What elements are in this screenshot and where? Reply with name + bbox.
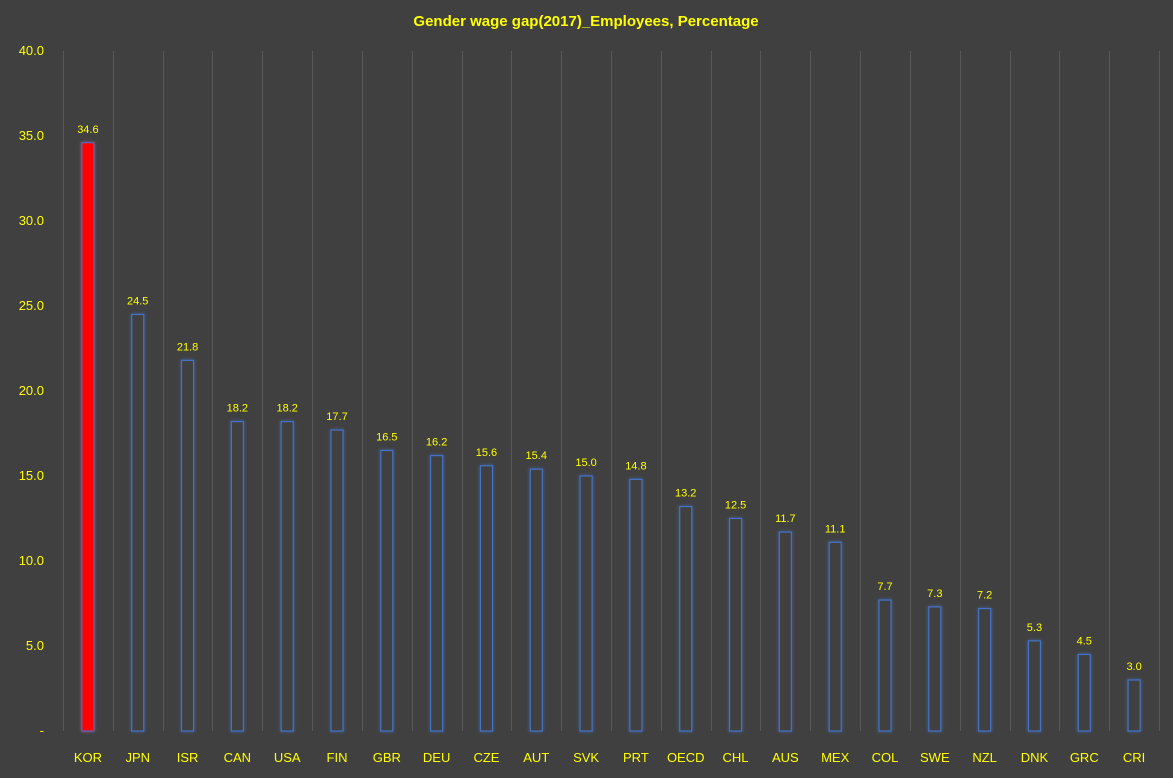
data-label: 11.1 — [825, 523, 846, 535]
bar-cze — [479, 465, 494, 732]
x-tick-label: MEX — [821, 750, 850, 765]
bar-kor — [81, 142, 95, 732]
bars — [81, 142, 1141, 732]
bar-nzl — [978, 607, 992, 732]
data-label: 14.8 — [625, 460, 646, 472]
x-tick-label: AUS — [772, 750, 799, 765]
bar-dnk — [1027, 640, 1042, 732]
x-tick-label: AUT — [523, 750, 549, 765]
data-label: 16.2 — [426, 437, 447, 449]
y-axis-tick-labels: - 5.0 10.0 15.0 20.0 25.0 30.0 35.0 40.0 — [19, 43, 44, 738]
data-label: 15.6 — [476, 447, 497, 459]
x-tick-label: ISR — [177, 750, 199, 765]
y-tick-label: 15.0 — [19, 468, 44, 483]
data-label: 16.5 — [376, 432, 397, 444]
bar-jpn — [131, 313, 145, 732]
bar-svk — [579, 475, 593, 732]
data-label: 11.7 — [775, 513, 796, 525]
data-label: 4.5 — [1077, 636, 1092, 648]
bar-col — [878, 599, 892, 732]
y-tick-label: 35.0 — [19, 128, 44, 143]
x-tick-label: CHL — [723, 750, 749, 765]
y-tick-label: 10.0 — [19, 553, 44, 568]
bar-prt — [629, 478, 643, 732]
bar-fin — [330, 429, 344, 732]
bar-oecd — [679, 506, 693, 732]
y-tick-label: 30.0 — [19, 213, 44, 228]
bar-aus — [778, 531, 792, 732]
x-tick-label: OECD — [667, 750, 705, 765]
x-tick-label: COL — [872, 750, 899, 765]
x-tick-label: SVK — [573, 750, 599, 765]
x-tick-label: PRT — [623, 750, 649, 765]
bar-grc — [1077, 653, 1091, 732]
data-label: 7.2 — [977, 590, 992, 602]
data-label: 7.7 — [877, 581, 892, 593]
data-label: 21.8 — [177, 341, 198, 353]
x-tick-label: GRC — [1070, 750, 1099, 765]
data-label: 3.0 — [1126, 661, 1141, 673]
bar-chl — [728, 517, 743, 732]
y-tick-label: 40.0 — [19, 43, 44, 58]
bar-cri — [1127, 679, 1141, 732]
bar-swe — [928, 606, 942, 732]
data-label: 13.2 — [675, 488, 696, 500]
data-label: 34.6 — [77, 124, 98, 136]
x-tick-label: NZL — [972, 750, 997, 765]
y-tick-label: - — [40, 723, 44, 738]
x-tick-label: USA — [274, 750, 301, 765]
bar-deu — [430, 455, 444, 732]
x-tick-label: DEU — [423, 750, 450, 765]
y-tick-label: 5.0 — [26, 638, 44, 653]
x-tick-label: CZE — [473, 750, 499, 765]
data-label: 15.4 — [526, 450, 547, 462]
x-tick-label: FIN — [327, 750, 348, 765]
data-label: 12.5 — [725, 500, 746, 512]
data-label: 17.7 — [326, 411, 347, 423]
bar-mex — [828, 541, 842, 732]
x-tick-label: KOR — [74, 750, 102, 765]
data-label: 15.0 — [575, 457, 596, 469]
data-label: 24.5 — [127, 296, 148, 308]
data-label: 18.2 — [276, 403, 297, 415]
x-tick-label: CRI — [1123, 750, 1145, 765]
x-tick-label: DNK — [1021, 750, 1049, 765]
data-label: 18.2 — [227, 403, 248, 415]
bar-gbr — [380, 449, 394, 732]
x-tick-label: CAN — [224, 750, 251, 765]
bar-aut — [529, 468, 543, 732]
bar-can — [230, 421, 244, 732]
x-axis-category-labels: KOR JPN ISR CAN USA FIN GBR DEU CZE AUT SVK PRT OECD… — [74, 750, 1145, 765]
data-label: 7.3 — [927, 588, 942, 600]
y-tick-label: 25.0 — [19, 298, 44, 313]
grid-lines — [63, 51, 1160, 731]
x-tick-label: GBR — [373, 750, 401, 765]
chart-title: Gender wage gap(2017)_Employees, Percent… — [413, 13, 758, 30]
bar-usa — [280, 421, 294, 732]
x-tick-label: JPN — [125, 750, 150, 765]
bar-isr — [180, 359, 195, 732]
x-tick-label: SWE — [920, 750, 950, 765]
data-labels: 34.6 24.5 21.8 18.2 18.2 17.7 16.5 16.2 15.6 15.4… — [77, 124, 1142, 673]
y-tick-label: 20.0 — [19, 383, 44, 398]
data-label: 5.3 — [1027, 622, 1042, 634]
